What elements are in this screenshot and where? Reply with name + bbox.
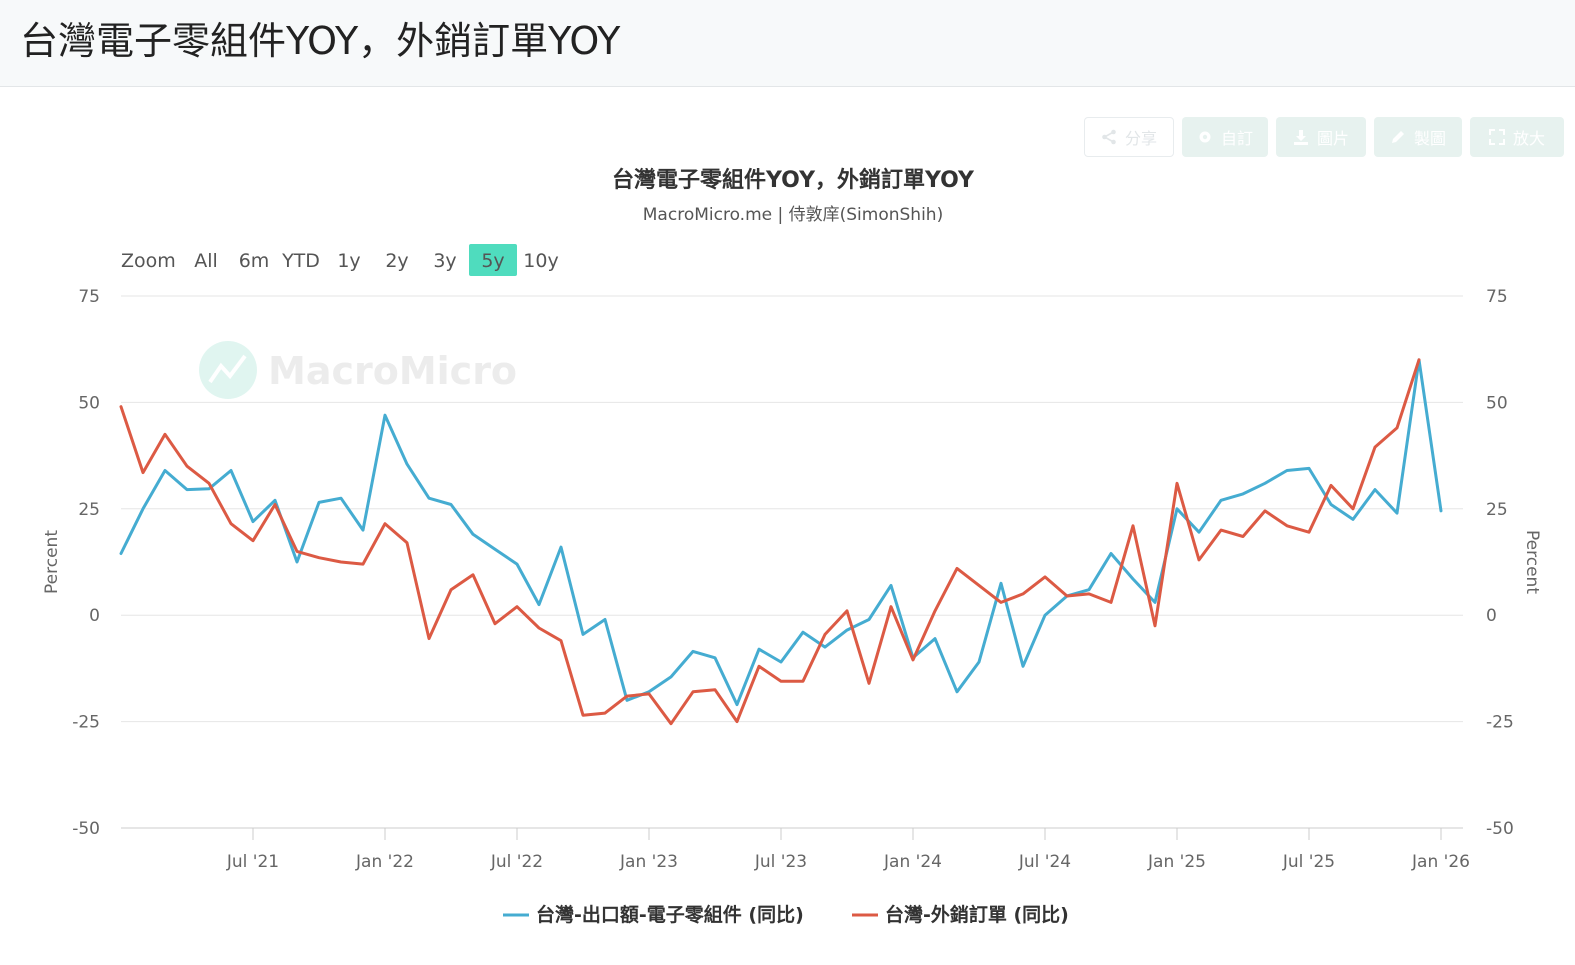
y-left-tick-label: 50 — [78, 393, 100, 413]
watermark-logo-mark — [208, 354, 247, 384]
x-tick-label: Jan '22 — [355, 852, 414, 872]
range-button-10y[interactable]: 10y — [523, 250, 558, 272]
range-selector-label: Zoom — [121, 250, 176, 272]
x-tick-label: Jan '23 — [619, 852, 678, 872]
x-tick-label: Jul '22 — [490, 852, 543, 872]
image-label: 圖片 — [1316, 129, 1349, 148]
watermark-text: MacroMicro — [268, 349, 517, 393]
pencil-icon — [1391, 131, 1404, 143]
y-left-tick-label: 25 — [78, 500, 100, 520]
share-icon — [1102, 129, 1116, 145]
y-left-tick-label: 0 — [89, 606, 100, 626]
custom-button[interactable]: 自訂 — [1182, 117, 1268, 157]
chart-subtitle: MacroMicro.me | 侍敦庠(SimonShih) — [643, 205, 943, 225]
range-button-label: 2y — [385, 250, 408, 272]
y-axis-left-label: Percent — [42, 530, 62, 594]
page-title: 台灣電子零組件YOY，外銷訂單YOY — [20, 19, 621, 63]
x-tick-label: Jan '25 — [1147, 852, 1206, 872]
image-button[interactable]: 圖片 — [1276, 117, 1366, 157]
gear-icon — [1199, 131, 1211, 143]
y-right-tick-label: 25 — [1486, 500, 1508, 520]
legend-label: 台灣-外銷訂單 (同比) — [885, 903, 1069, 926]
y-right-tick-label: 0 — [1486, 606, 1497, 626]
x-tick-label: Jul '23 — [754, 852, 807, 872]
edit-button[interactable]: 製圖 — [1374, 117, 1462, 157]
fullscreen-button[interactable]: 放大 — [1470, 117, 1564, 157]
page-header: 台灣電子零組件YOY，外銷訂單YOY — [0, 0, 1575, 87]
range-button-All[interactable]: All — [194, 250, 218, 272]
range-button-2y[interactable]: 2y — [385, 250, 408, 272]
series-line-1[interactable] — [119, 358, 1443, 707]
y-left-tick-label: 75 — [78, 287, 100, 307]
range-button-label: 1y — [337, 250, 360, 272]
range-button-label: YTD — [281, 250, 320, 272]
y-axis-right-label: Percent — [1522, 530, 1542, 594]
series-line-2[interactable] — [119, 358, 1421, 726]
range-button-YTD[interactable]: YTD — [281, 250, 320, 272]
x-tick-label: Jul '21 — [226, 852, 279, 872]
y-right-tick-label: -25 — [1486, 713, 1514, 733]
zoom-label: 放大 — [1512, 129, 1545, 148]
range-button-label: 3y — [433, 250, 456, 272]
range-button-1y[interactable]: 1y — [337, 250, 360, 272]
watermark: MacroMicro — [199, 341, 517, 399]
watermark-logo-icon — [199, 341, 257, 399]
y-right-tick-label: 75 — [1486, 287, 1508, 307]
expand-icon — [1488, 129, 1505, 145]
range-button-label: 6m — [239, 250, 270, 272]
range-button-5y[interactable]: 5y — [469, 244, 517, 276]
range-button-3y[interactable]: 3y — [433, 250, 456, 272]
download-icon — [1293, 130, 1308, 145]
y-right-tick-label: -50 — [1486, 819, 1514, 839]
range-button-highlight — [469, 244, 517, 276]
y-left-tick-label: -25 — [72, 713, 100, 733]
share-label: 分享 — [1124, 129, 1157, 148]
legend-label: 台灣-出口額-電子零組件 (同比) — [536, 903, 804, 926]
range-button-label: 5y — [481, 250, 504, 272]
y-left-tick-label: -50 — [72, 819, 100, 839]
legend-item-2[interactable]: 台灣-外銷訂單 (同比) — [852, 903, 1069, 926]
share-button[interactable]: 分享 — [1084, 117, 1174, 157]
y-right-tick-label: 50 — [1486, 393, 1508, 413]
range-button-label: All — [194, 250, 218, 272]
x-tick-label: Jan '26 — [1411, 852, 1470, 872]
x-tick-label: Jan '24 — [883, 852, 942, 872]
x-tick-label: Jul '24 — [1018, 852, 1071, 872]
edit-label: 製圖 — [1413, 129, 1446, 148]
custom-label: 自訂 — [1220, 129, 1253, 148]
x-tick-label: Jul '25 — [1282, 852, 1335, 872]
legend-item-1[interactable]: 台灣-出口額-電子零組件 (同比) — [503, 903, 804, 926]
range-button-label: 10y — [523, 250, 558, 272]
range-button-6m[interactable]: 6m — [239, 250, 270, 272]
chart-title: 台灣電子零組件YOY，外銷訂單YOY — [612, 167, 975, 193]
range-selector: Zoom All 6m YTD 1y 2y 3y 5y 10y — [121, 244, 559, 276]
